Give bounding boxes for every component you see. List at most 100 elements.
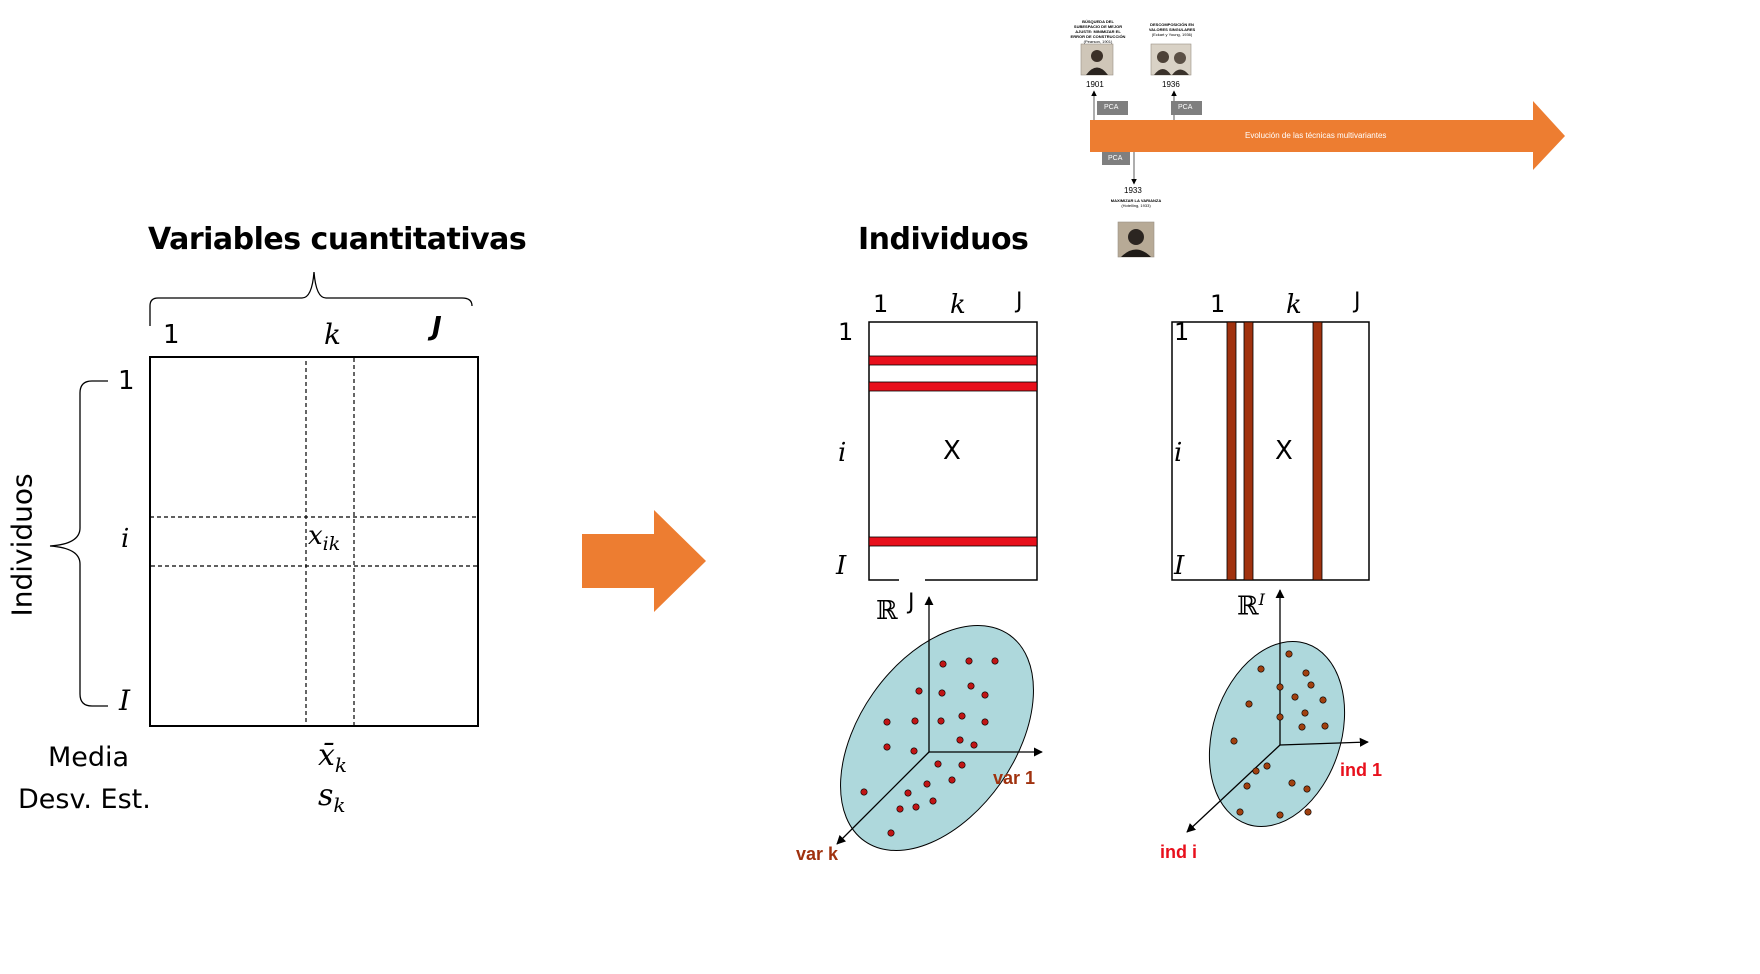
cell-subscript: ik: [322, 533, 341, 556]
space1-axis-z-text: var k: [796, 844, 839, 864]
row-i-label: i: [121, 524, 130, 554]
variables-title: Variables cuantitativas: [148, 222, 527, 257]
space2-point: [1319, 696, 1327, 704]
matrix1-row-band: [868, 536, 1038, 547]
space2-point: [1302, 669, 1310, 677]
space1-point: [896, 805, 904, 813]
individuos-title: Individuos: [858, 222, 1029, 257]
event1-year: 1901: [1086, 80, 1104, 89]
matrix2-col-band: [1312, 321, 1323, 581]
event1-caption-text: BÚSQUEDA DEL SUBESPACIO DE MEJOR AJUSTE:…: [1070, 19, 1126, 39]
space2-point: [1307, 681, 1315, 689]
mean-symbol-text: x̄: [318, 738, 335, 773]
space1-point: [923, 780, 931, 788]
space2-sup: I: [1258, 590, 1265, 609]
sd-subscript: k: [333, 793, 346, 817]
space1-point: [912, 803, 920, 811]
space2-point: [1276, 811, 1284, 819]
space2-z-axis: [1186, 744, 1281, 833]
space1-point: [904, 789, 912, 797]
space2-x-axis: [1279, 737, 1369, 747]
row-i-highlight: [149, 516, 479, 567]
sd-label: Desv. Est.: [18, 784, 151, 815]
columns-brace: [149, 271, 473, 326]
space2-point: [1285, 650, 1293, 658]
timeline-arrow-label: Evolución de las técnicas multivariantes: [1245, 131, 1387, 140]
event1-tag-box: [1097, 101, 1128, 115]
column-k-highlight: [305, 356, 355, 727]
data-matrix: [149, 356, 479, 727]
event2-credit: (Eckart y Young, 1936): [1151, 32, 1193, 37]
m1-row-i: i: [838, 438, 847, 468]
event2-tag: PCA: [1178, 104, 1193, 111]
space2-point: [1303, 785, 1311, 793]
m2-col-last: J: [1354, 289, 1361, 314]
space1-symbol: ℝ: [876, 596, 898, 626]
space1-point: [883, 743, 891, 751]
event3-tag: PCA: [1108, 155, 1123, 162]
sd-symbol: sk: [318, 778, 346, 817]
event2-year: 1936: [1162, 80, 1180, 89]
col-last-label: J: [432, 312, 442, 342]
space1-point: [910, 747, 918, 755]
m2-row-first: 1: [1174, 318, 1190, 346]
space1-point: [965, 657, 973, 665]
space2-point: [1230, 737, 1238, 745]
event3-credit: (Hotelling, 1933): [1121, 203, 1151, 208]
mean-symbol: x̄k: [318, 738, 347, 777]
mean-label: Media: [48, 742, 130, 773]
transform-arrow: [582, 510, 706, 612]
space1-point: [937, 717, 945, 725]
space1-point: [934, 760, 942, 768]
space2-point: [1298, 723, 1306, 731]
space2-point: [1236, 808, 1244, 816]
m1-col-first: 1: [873, 290, 889, 318]
m1-center-x: X: [943, 436, 961, 466]
space2-axis-z-label: ind i: [1160, 842, 1197, 862]
space2-point: [1252, 767, 1260, 775]
cell-xik: xik: [308, 521, 340, 555]
space2-points: [1230, 650, 1329, 819]
space2-point: [1301, 709, 1309, 717]
matrix2-col-band: [1243, 321, 1254, 581]
space2-point: [1291, 693, 1299, 701]
space1-point: [938, 689, 946, 697]
m2-row-i: i: [1174, 438, 1183, 468]
event1-tag: PCA: [1104, 104, 1119, 111]
space1-axis-z-label: var k: [796, 844, 838, 865]
space1-sup: J: [908, 590, 915, 615]
row-last-label: I: [119, 684, 131, 717]
space1-cloud: [840, 625, 1034, 851]
m2-row-last: I: [1174, 551, 1185, 581]
m2-col-first: 1: [1210, 290, 1226, 318]
event2-caption: DESCOMPOSICIÓN EN VALORES SINGULARES (Ec…: [1146, 22, 1198, 37]
space1-point: [958, 712, 966, 720]
space1-point: [981, 691, 989, 699]
space2-axis-x-label: ind 1: [1340, 760, 1383, 780]
space2-symbol: ℝI: [1237, 590, 1265, 622]
space2-point: [1288, 779, 1296, 787]
space1-point: [956, 736, 964, 744]
matrix2-frame: [1171, 321, 1370, 581]
space1-point: [911, 717, 919, 725]
mean-subscript: k: [334, 753, 348, 777]
space1-point: [967, 682, 975, 690]
space1-point: [981, 718, 989, 726]
space1-point: [883, 718, 891, 726]
space2-point: [1243, 782, 1251, 790]
event2-caption-text: DESCOMPOSICIÓN EN VALORES SINGULARES: [1148, 22, 1196, 32]
matrix1-row-band: [868, 355, 1038, 366]
space2-point: [1321, 722, 1329, 730]
space2-point: [1263, 762, 1271, 770]
event2-tag-box: [1171, 101, 1202, 115]
m2-center-x: X: [1275, 436, 1293, 466]
space1-point: [915, 687, 923, 695]
m1-row-first: 1: [838, 318, 854, 346]
space1-point: [958, 761, 966, 769]
